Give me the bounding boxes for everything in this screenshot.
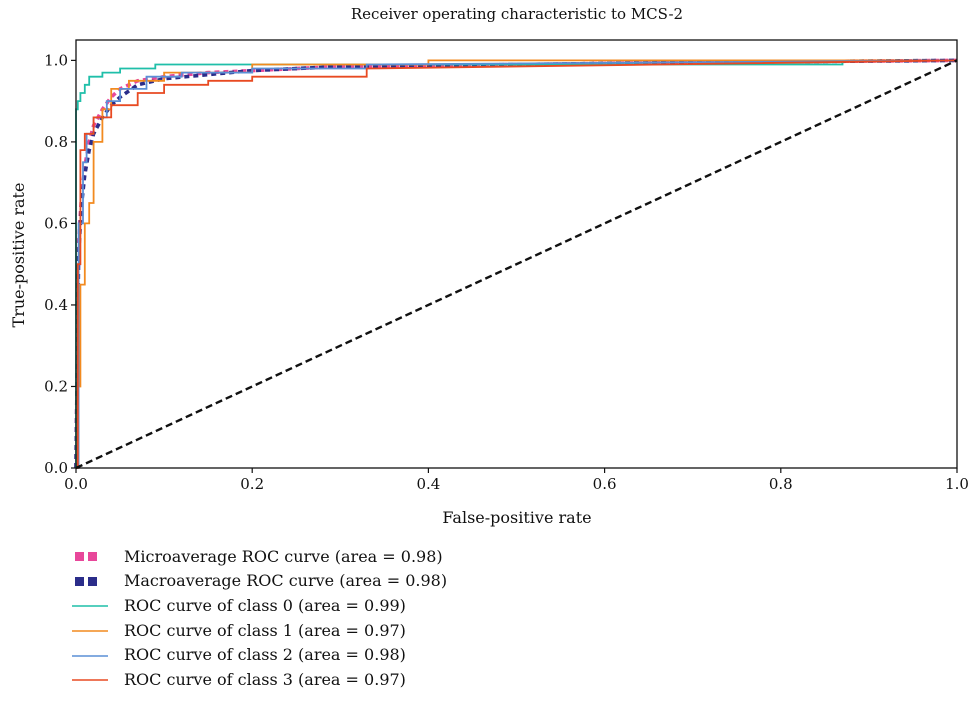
y-tick-label: 0.8 [44,133,68,151]
legend-item: ROC curve of class 1 (area = 0.97) [72,618,447,643]
x-tick-label: 0.0 [64,475,88,493]
chart-title: Receiver operating characteristic to MCS… [351,5,683,23]
x-tick-label: 1.0 [945,475,969,493]
legend-label: ROC curve of class 0 (area = 0.99) [124,595,406,615]
legend: Microaverage ROC curve (area = 0.98) Macr… [72,544,447,692]
legend-item: ROC curve of class 0 (area = 0.99) [72,593,447,618]
legend-label: Macroaverage ROC curve (area = 0.98) [124,571,448,591]
x-tick-label: 0.4 [416,475,440,493]
legend-swatch [72,605,108,608]
legend-swatch-square [88,552,97,562]
y-tick-label: 0.0 [44,459,68,477]
legend-item: Microaverage ROC curve (area = 0.98) [72,544,447,569]
series-line-2 [75,59,957,468]
legend-swatch-square [75,552,84,562]
legend-item: Macroaverage ROC curve (area = 0.98) [72,569,447,594]
legend-label: Microaverage ROC curve (area = 0.98) [124,546,443,566]
legend-label: ROC curve of class 3 (area = 0.97) [124,669,406,689]
legend-swatch [72,679,108,682]
legend-label: ROC curve of class 1 (area = 0.97) [124,620,406,640]
y-tick-label: 0.4 [44,296,68,314]
legend-swatch [75,552,97,562]
axes: 0.0 0.2 0.4 0.6 0.8 1.0 0.0 0.2 0.4 0.6 0.8 1.0 [44,39,969,493]
plot-frame [75,39,958,469]
x-axis-title: False-positive rate [442,508,591,527]
y-axis-title: True-positive rate [9,183,28,328]
x-tick-label: 0.6 [593,475,617,493]
legend-swatch-square [88,576,97,586]
plot-area [74,58,958,470]
legend-item: ROC curve of class 3 (area = 0.97) [72,667,447,692]
y-tick-label: 1.0 [44,51,68,69]
x-tick-label: 0.2 [240,475,264,493]
y-tick-label: 0.6 [44,214,68,232]
x-tick-label: 0.8 [769,475,793,493]
legend-item: ROC curve of class 2 (area = 0.98) [72,642,447,667]
legend-swatch [72,630,108,632]
legend-label: ROC curve of class 2 (area = 0.98) [124,645,406,665]
legend-swatch [75,576,97,586]
series-line-5 [76,59,958,469]
y-tick-label: 0.2 [44,377,68,395]
legend-swatch [72,654,108,657]
chance-diagonal-line [75,59,958,470]
series-line-4 [76,59,958,469]
legend-swatch-square [75,576,84,586]
